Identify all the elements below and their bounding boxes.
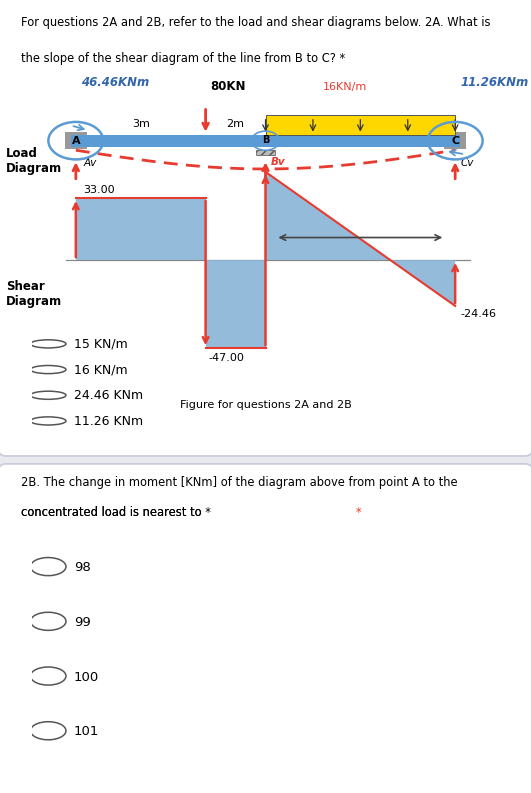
Text: 16 KN/m: 16 KN/m — [74, 364, 127, 377]
Text: 15 KN/m: 15 KN/m — [74, 338, 127, 351]
Text: the slope of the shear diagram of the line from B to C? *: the slope of the shear diagram of the li… — [21, 52, 345, 65]
Text: Shear
Diagram: Shear Diagram — [6, 280, 62, 308]
Polygon shape — [205, 260, 266, 348]
Text: 101: 101 — [74, 726, 99, 738]
Text: C: C — [451, 136, 459, 146]
Bar — [266, 115, 455, 135]
Text: 98: 98 — [74, 561, 91, 574]
Text: 24.46 KNm: 24.46 KNm — [74, 389, 143, 402]
Text: 2m: 2m — [227, 119, 245, 128]
Text: 46.46KNm: 46.46KNm — [81, 76, 149, 89]
Text: Load
Diagram: Load Diagram — [6, 147, 62, 175]
Text: 16KN/m: 16KN/m — [323, 82, 367, 91]
Text: 11.26 KNm: 11.26 KNm — [74, 415, 143, 428]
Text: Bv: Bv — [270, 156, 285, 167]
Text: 3m: 3m — [132, 119, 150, 128]
Text: *: * — [356, 507, 362, 519]
Polygon shape — [76, 198, 205, 260]
Bar — [71, 135, 460, 147]
Text: Figure for questions 2A and 2B: Figure for questions 2A and 2B — [179, 400, 352, 410]
Text: -47.00: -47.00 — [208, 354, 244, 363]
Bar — [444, 132, 466, 149]
Text: -24.46: -24.46 — [460, 309, 496, 320]
Polygon shape — [266, 172, 455, 306]
Text: A: A — [72, 136, 80, 146]
Text: concentrated load is nearest to *: concentrated load is nearest to * — [21, 507, 211, 519]
Bar — [255, 150, 276, 155]
Text: 33.00: 33.00 — [83, 186, 115, 195]
Text: For questions 2A and 2B, refer to the load and shear diagrams below. 2A. What is: For questions 2A and 2B, refer to the lo… — [21, 16, 491, 29]
Text: 2B. The change in moment [KNm] of the diagram above from point A to the: 2B. The change in moment [KNm] of the di… — [21, 476, 458, 488]
Text: Av: Av — [83, 159, 97, 168]
Text: 99: 99 — [74, 616, 91, 629]
Text: concentrated load is nearest to: concentrated load is nearest to — [21, 507, 205, 519]
Text: B: B — [262, 135, 269, 144]
Text: 100: 100 — [74, 671, 99, 684]
Text: Cv: Cv — [460, 159, 474, 168]
Text: 80KN: 80KN — [211, 79, 246, 93]
Bar — [65, 132, 87, 149]
Text: 11.26KNm: 11.26KNm — [460, 76, 528, 89]
